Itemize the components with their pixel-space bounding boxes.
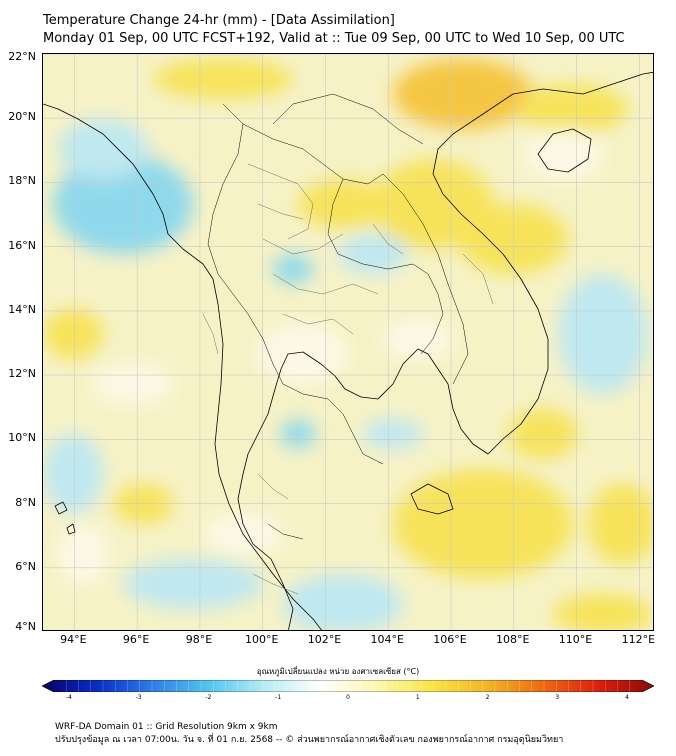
colorbar-tick-label: 1 [415, 694, 420, 701]
map-title: Temperature Change 24-hr (mm) - [Data As… [43, 13, 395, 28]
longitude-tick-label: 96°E [122, 633, 150, 646]
longitude-tick-label: 102°E [307, 633, 342, 646]
longitude-tick-label: 108°E [496, 633, 530, 646]
colorbar-tick-label: 4 [625, 694, 629, 701]
latitude-tick-label: 20°N [8, 110, 36, 124]
temperature-change-map [42, 53, 654, 631]
coastlines [43, 71, 653, 630]
colorbar-title: อุณหภูมิเปลี่ยนแปลง หน่วย องศาเซลเซียส (… [256, 667, 420, 676]
temperature-field [43, 59, 653, 630]
latitude-tick-label: 4°N [15, 620, 36, 633]
longitude-tick-label: 104°E [370, 633, 404, 646]
graticule [43, 54, 653, 630]
colorbar-tick-label: 0 [346, 694, 350, 701]
latitude-tick-label: 6°N [15, 559, 36, 573]
map-canvas [43, 54, 653, 630]
longitude-tick-label: 98°E [185, 633, 213, 646]
colorbar-tick-label: 2 [485, 694, 490, 701]
longitude-tick-label: 112°E [621, 633, 656, 646]
latitude-tick-label: 12°N [8, 367, 36, 381]
latitude-tick-label: 14°N [8, 302, 36, 316]
longitude-tick-label: 106°E [433, 633, 467, 646]
colorbar-tick-label: 3 [555, 694, 560, 701]
map-subtitle: Monday 01 Sep, 00 UTC FCST+192, Valid at… [43, 31, 625, 46]
province-boundaries [202, 163, 494, 595]
colorbar-tick-label: -2 [205, 694, 212, 701]
latitude-tick-label: 16°N [8, 238, 36, 252]
country-borders [207, 93, 469, 540]
latitude-tick-label: 10°N [8, 431, 36, 445]
longitude-tick-label: 110°E [558, 633, 593, 646]
latitude-tick-label: 22°N [8, 50, 36, 63]
footer-credit: ปรับปรุงข้อมูล ณ เวลา 07:00น. วัน จ. ที่… [55, 735, 564, 745]
colorbar-tick-label: -4 [66, 694, 72, 701]
longitude-tick-label: 94°E [60, 633, 87, 646]
footer-model-info: WRF-DA Domain 01 :: Grid Resolution 9km … [55, 722, 278, 732]
colorbar [42, 680, 654, 692]
colorbar-tick-label: -3 [135, 694, 142, 701]
longitude-tick-label: 100°E [244, 633, 279, 646]
latitude-tick-label: 18°N [8, 174, 36, 188]
latitude-tick-label: 8°N [15, 495, 36, 509]
colorbar-tick-label: -1 [275, 694, 282, 701]
